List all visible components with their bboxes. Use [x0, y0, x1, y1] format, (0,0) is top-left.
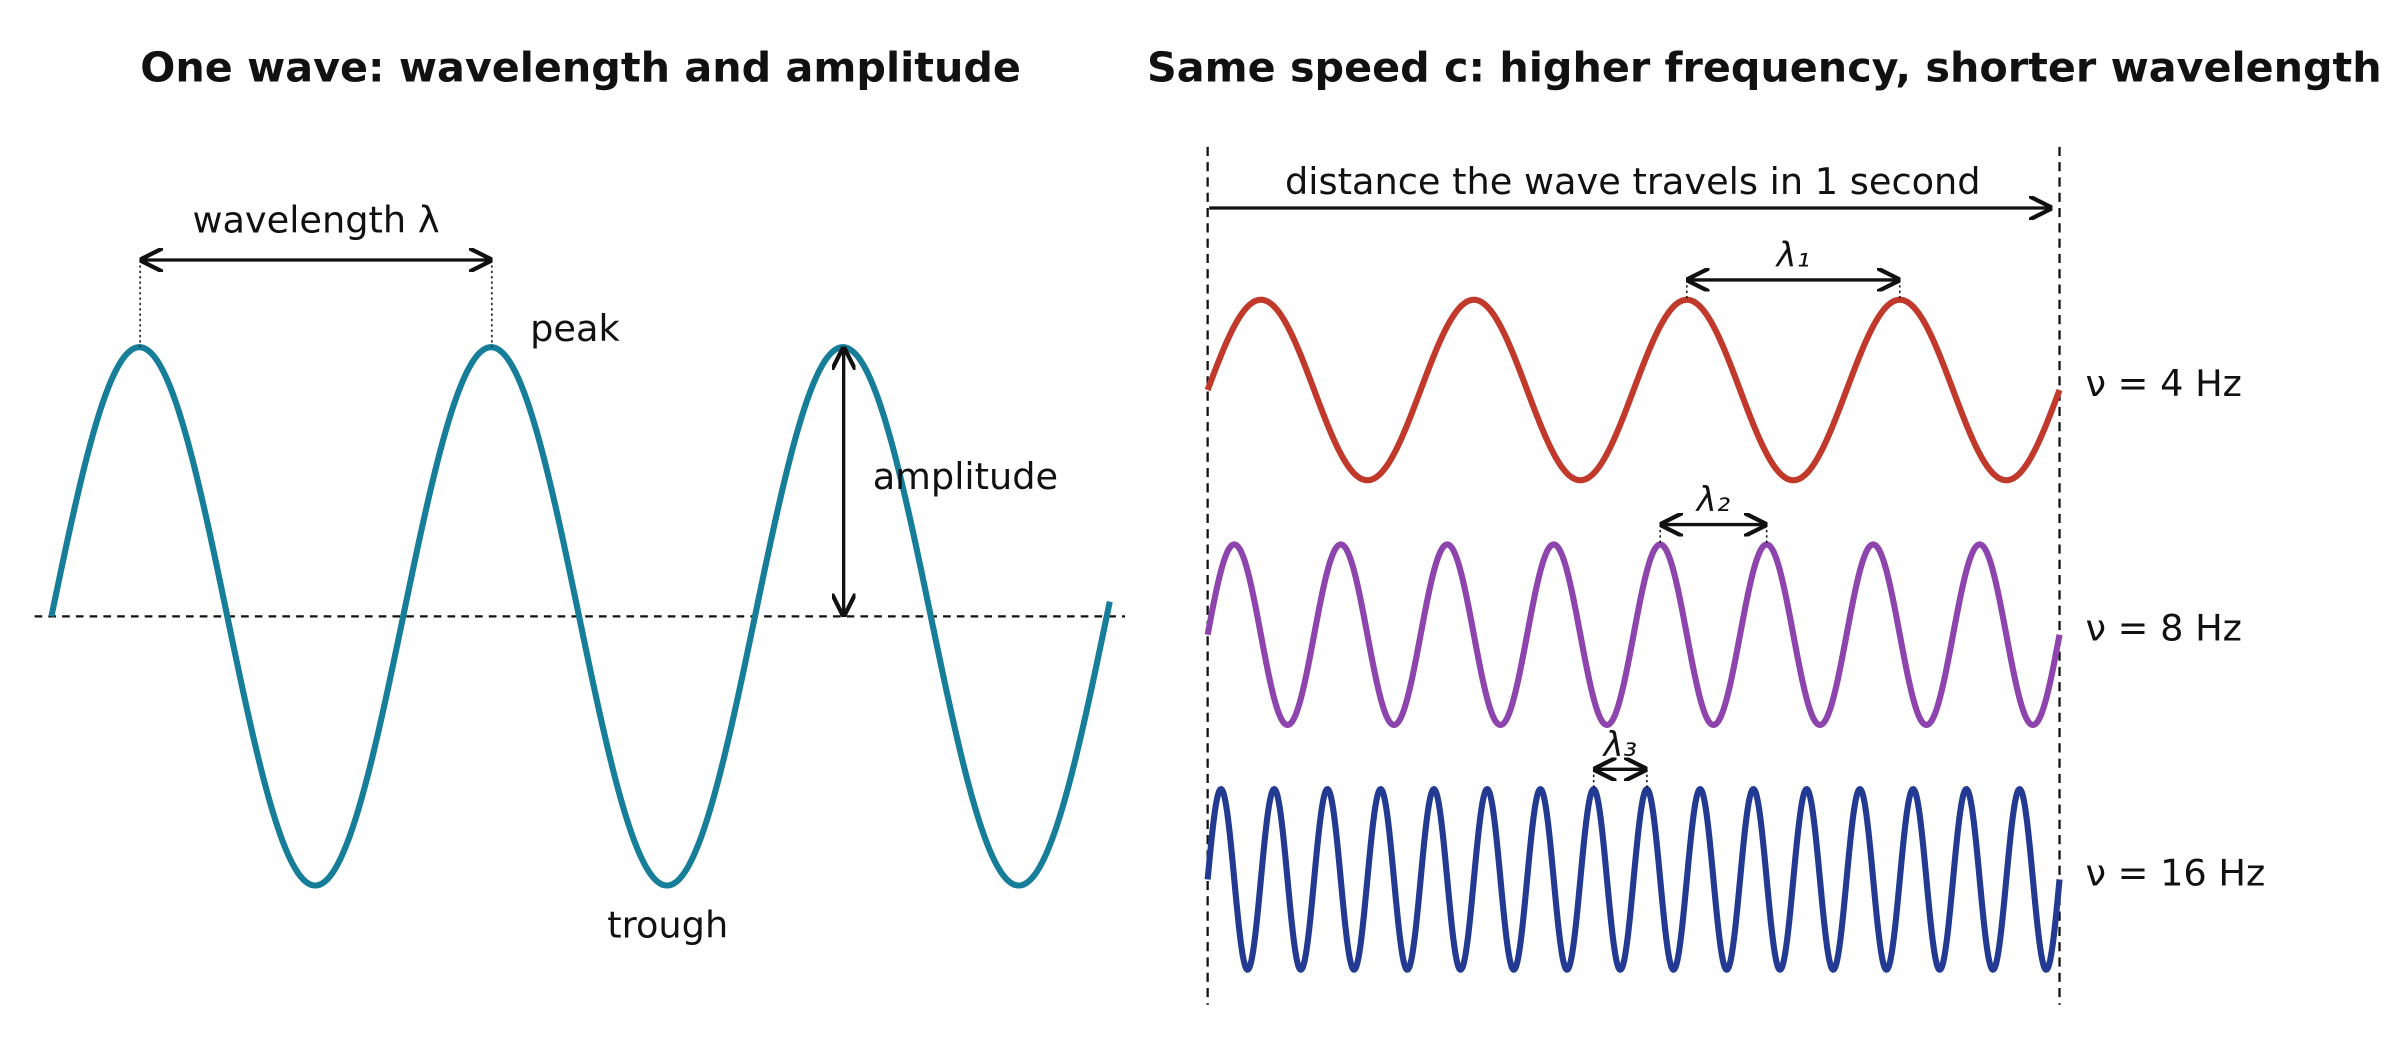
amplitude-label: amplitude — [873, 455, 1058, 498]
right-title: Same speed c: higher frequency, shorter … — [1147, 43, 2382, 91]
peak-label: peak — [530, 307, 620, 350]
lambda-label: λ₃ — [1602, 725, 1637, 764]
wave — [1204, 785, 2063, 973]
trough-label: trough — [607, 903, 728, 946]
distance-label: distance the wave travels in 1 second — [1285, 160, 1981, 203]
wave — [1204, 541, 2063, 728]
wavelength-label: wavelength λ — [192, 198, 439, 241]
wave — [1204, 296, 2063, 484]
frequency-label: ν = 16 Hz — [2086, 851, 2266, 894]
wave — [48, 344, 1113, 889]
lambda-label: λ₁ — [1775, 235, 1810, 274]
frequency-label: ν = 4 Hz — [2086, 362, 2242, 405]
frequency-label: ν = 8 Hz — [2086, 607, 2242, 650]
left-title: One wave: wavelength and amplitude — [140, 43, 1021, 91]
lambda-label: λ₂ — [1695, 480, 1730, 519]
wave-group: λ₁ ν = 4 Hz λ₂ ν = 8 Hz λ₃ ν = 16 Hz — [1204, 235, 2266, 973]
